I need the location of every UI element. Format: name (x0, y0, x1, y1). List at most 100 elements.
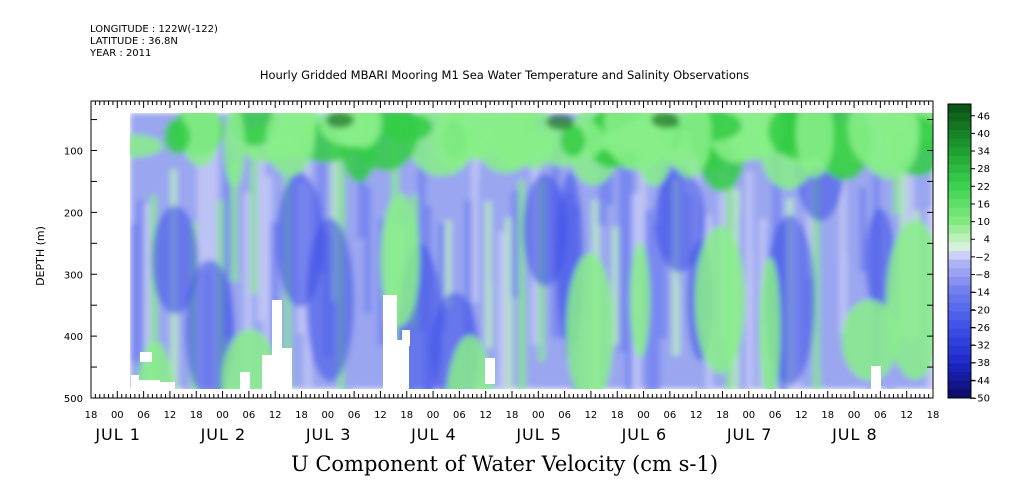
data-gap (485, 358, 495, 384)
x-hour-tick-label: 12 (479, 410, 492, 421)
x-hour-tick-label: 18 (611, 410, 624, 421)
green-plume (694, 226, 746, 374)
y-tick-label: 300 (64, 270, 83, 281)
y-tick-label: 500 (64, 394, 83, 405)
surface-green-patch (848, 113, 917, 171)
colorbar-label: 22 (977, 182, 990, 193)
x-hour-tick-label: 12 (585, 410, 598, 421)
surface-green-patch (164, 118, 190, 155)
colorbar-frame (947, 103, 972, 399)
heatmap-cell (230, 163, 239, 283)
heatmap-cell (136, 200, 145, 388)
colorbar-swatch (948, 225, 971, 235)
heatmap-core (654, 167, 706, 273)
colorbar-label: −38 (969, 358, 990, 369)
heatmap-cell (457, 204, 467, 369)
green-plume (380, 193, 420, 327)
surface-green-patch (560, 124, 586, 157)
x-day-label: JUL 6 (621, 425, 668, 444)
colorbar-swatch (948, 242, 971, 252)
data-gap (871, 366, 881, 389)
colorbar-swatch (948, 216, 971, 226)
colorbar-label: −44 (969, 376, 990, 387)
data-gap (140, 352, 152, 362)
x-hour-tick-label: 06 (348, 410, 361, 421)
x-hour-tick-label: 18 (716, 410, 729, 421)
x-hour-tick-label: 00 (427, 410, 440, 421)
heatmap-cell (498, 231, 507, 389)
colorbar-label: 16 (977, 199, 990, 210)
heatmap-cell (257, 156, 266, 322)
colorbar-label: 10 (977, 217, 990, 228)
x-hour-tick-label: 18 (295, 410, 308, 421)
data-gap (240, 372, 250, 389)
x-hour-tick-label: 18 (85, 410, 98, 421)
x-hour-tick-label: 00 (216, 410, 229, 421)
x-day-label: JUL 1 (94, 425, 141, 444)
colorbar-label: 34 (977, 147, 990, 158)
heatmap-cell (464, 200, 473, 389)
heatmap-cell (491, 163, 500, 284)
colorbar-swatch (948, 389, 971, 399)
x-hour-tick-label: 06 (664, 410, 677, 421)
x-hour-tick-label: 12 (900, 410, 913, 421)
latitude-label: LATITUDE : 36.8N (90, 36, 178, 47)
colorbar-swatch (948, 328, 971, 338)
surface-green-patch (662, 127, 692, 167)
surface-green-patch (130, 134, 164, 158)
colorbar-label: −32 (969, 341, 990, 352)
data-gap (272, 300, 282, 355)
heatmap-cell (471, 141, 480, 303)
x-hour-tick-label: 06 (874, 410, 887, 421)
heatmap-cell (805, 160, 815, 278)
x-axis-label: U Component of Water Velocity (cm s-1) (290, 452, 719, 476)
heatmap-cell (618, 137, 627, 353)
heatmap-cell (250, 132, 259, 294)
heatmap-cell (846, 133, 855, 257)
green-plume (759, 256, 781, 389)
heatmap-cell (839, 115, 848, 335)
colorbar-swatch (948, 112, 971, 122)
heatmap-cell (444, 220, 453, 308)
colorbar-label: −26 (969, 323, 990, 334)
x-hour-tick-label: 00 (742, 410, 755, 421)
x-day-label: JUL 2 (200, 425, 247, 444)
heatmap-cell (859, 188, 868, 272)
x-day-label: JUL 8 (831, 425, 878, 444)
heatmap-cell (745, 171, 754, 389)
green-plume (446, 335, 494, 389)
x-hour-tick-label: 00 (111, 410, 124, 421)
colorbar-label: 40 (977, 129, 990, 140)
colorbar-swatch (948, 121, 971, 131)
x-hour-tick-label: 06 (769, 410, 782, 421)
data-gap (282, 348, 292, 389)
x-hour-tick-label: 00 (321, 410, 334, 421)
data-gap (131, 375, 139, 389)
heatmap-cell (611, 226, 620, 345)
surface-green-patch (180, 113, 221, 167)
y-tick-label: 200 (64, 208, 83, 219)
green-plume (566, 253, 614, 389)
x-hour-tick-label: 18 (506, 410, 519, 421)
colorbar-swatch (948, 363, 971, 373)
heatmap-cell (237, 119, 246, 273)
colorbar-swatch (948, 294, 971, 304)
heatmap-cell (330, 130, 339, 302)
x-hour-tick-label: 18 (927, 410, 940, 421)
colorbar-swatch (948, 251, 971, 261)
x-hour-tick-label: 12 (690, 410, 703, 421)
heatmap-core (522, 173, 568, 287)
heatmap-core (151, 205, 199, 315)
colorbar-swatch (948, 268, 971, 278)
x-hour-tick-label: 00 (532, 410, 545, 421)
colorbar-swatch (948, 104, 971, 114)
colorbar-swatch (948, 181, 971, 191)
heatmap-cell (477, 180, 487, 331)
x-hour-tick-label: 12 (269, 410, 282, 421)
heatmap-cell (625, 167, 634, 389)
heatmap-cell (243, 192, 252, 389)
data-gap (397, 340, 409, 389)
heatmap-cell (511, 190, 520, 298)
x-hour-tick-label: 00 (637, 410, 650, 421)
